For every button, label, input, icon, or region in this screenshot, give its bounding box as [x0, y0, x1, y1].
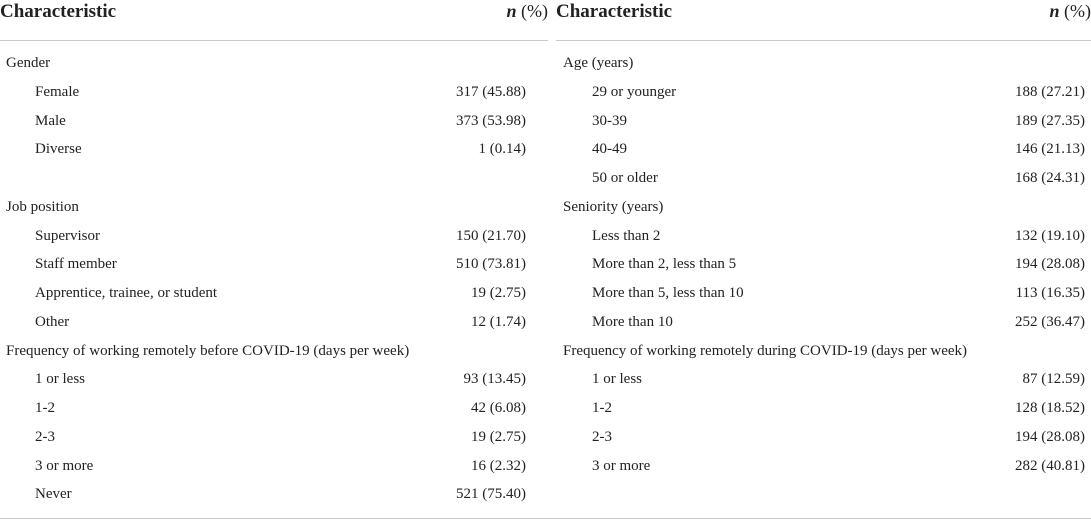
row-value: 194 (28.08)	[1015, 428, 1085, 445]
table-row: 3 or more 282 (40.81)	[563, 452, 1085, 481]
header-percent: (%)	[1059, 1, 1091, 21]
row-label: Diverse	[35, 141, 82, 158]
table-row: 50 or older 168 (24.31)	[563, 164, 1085, 193]
row-value: 282 (40.81)	[1015, 457, 1085, 474]
group-label: Seniority (years)	[563, 198, 664, 215]
table-group-row: Age (years)	[563, 49, 1085, 78]
row-value: 188 (27.21)	[1015, 83, 1085, 100]
table-row: Staff member 510 (73.81)	[6, 250, 526, 279]
header-n-percent: n (%)	[507, 1, 549, 22]
table-row: Apprentice, trainee, or student 19 (2.75)	[6, 279, 526, 308]
header-n-symbol: n	[1049, 1, 1060, 21]
table-row: More than 10 252 (36.47)	[563, 308, 1085, 337]
table-row: Diverse 1 (0.14)	[6, 135, 526, 164]
row-value: 42 (6.08)	[471, 400, 526, 416]
row-value: 168 (24.31)	[1015, 170, 1085, 186]
table-row: More than 5, less than 10 113 (16.35)	[563, 279, 1085, 308]
row-label: Male	[35, 112, 66, 129]
row-value: 194 (28.08)	[1015, 256, 1085, 273]
row-label: More than 5, less than 10	[592, 285, 744, 301]
table-group-row: Gender	[6, 49, 526, 78]
row-label: 50 or older	[592, 170, 658, 186]
header-characteristic: Characteristic	[556, 1, 673, 22]
row-label: 30-39	[592, 112, 627, 129]
table-group-row: Job position	[6, 193, 526, 222]
row-value: 12 (1.74)	[471, 313, 526, 330]
row-label: 3 or more	[592, 457, 651, 474]
row-label: More than 10	[592, 313, 673, 330]
table-row: 3 or more 16 (2.32)	[6, 452, 526, 481]
row-value: 93 (13.45)	[463, 371, 527, 388]
row-value: 19 (2.75)	[471, 428, 526, 445]
table-row: Supervisor 150 (21.70)	[6, 222, 526, 251]
row-label: 1 or less	[592, 371, 642, 388]
header-percent: (%)	[516, 1, 548, 21]
row-value: 150 (21.70)	[456, 227, 526, 244]
table-row: 1-2 128 (18.52)	[563, 394, 1085, 423]
table-group-row: Seniority (years)	[563, 193, 1085, 222]
table-row: Female 317 (45.88)	[6, 78, 526, 107]
group-label: Job position	[6, 198, 79, 215]
header-n-symbol: n	[506, 1, 517, 21]
table-row: 30-39 189 (27.35)	[563, 107, 1085, 136]
row-label: Never	[35, 486, 72, 503]
row-label: 40-49	[592, 141, 627, 158]
row-value: 189 (27.35)	[1015, 112, 1085, 129]
bottom-rule	[0, 518, 1091, 519]
row-value: 128 (18.52)	[1015, 400, 1085, 416]
row-value: 19 (2.75)	[471, 285, 526, 301]
row-value: 510 (73.81)	[456, 256, 526, 273]
row-label: Female	[35, 83, 80, 100]
table-row: 1 or less 87 (12.59)	[563, 365, 1085, 394]
table-row: Less than 2 132 (19.10)	[563, 222, 1085, 251]
table-row: Other 12 (1.74)	[6, 308, 526, 337]
row-label: 1 or less	[35, 371, 85, 388]
table-header-left: Characteristic n (%)	[0, 0, 548, 41]
row-value: 373 (53.98)	[456, 112, 526, 129]
table-row: 2-3 194 (28.08)	[563, 423, 1085, 452]
table-row: Male 373 (53.98)	[6, 107, 526, 136]
table-group-row: Frequency of working remotely during COV…	[563, 337, 1085, 366]
table-row: 29 or younger 188 (27.21)	[563, 78, 1085, 107]
row-label: 1-2	[592, 400, 612, 416]
row-value: 146 (21.13)	[1015, 141, 1085, 158]
table-row: 1-2 42 (6.08)	[6, 394, 526, 423]
row-label: Apprentice, trainee, or student	[35, 285, 218, 301]
row-label: 3 or more	[35, 457, 94, 474]
group-label: Gender	[6, 55, 51, 71]
row-value: 16 (2.32)	[471, 457, 526, 474]
right-column: Age (years) 29 or younger 188 (27.21) 30-39…	[563, 49, 1085, 480]
row-value: 1 (0.14)	[478, 141, 527, 158]
row-label: 2-3	[592, 428, 612, 445]
table-row: 2-3 19 (2.75)	[6, 423, 526, 452]
row-label: Supervisor	[35, 227, 100, 244]
row-label: 2-3	[35, 428, 55, 445]
left-column: Gender Female 317 (45.88) Male 373 (53.98) Di…	[6, 49, 526, 509]
row-value: 87 (12.59)	[1022, 371, 1086, 388]
row-label: 29 or younger	[592, 83, 677, 100]
row-value: 521 (75.40)	[456, 486, 526, 503]
row-label: Less than 2	[592, 227, 661, 244]
row-label: More than 2, less than 5	[592, 256, 737, 273]
row-value: 317 (45.88)	[456, 83, 526, 100]
group-label: Age (years)	[563, 55, 634, 71]
row-value: 252 (36.47)	[1015, 313, 1085, 330]
table-row: 40-49 146 (21.13)	[563, 135, 1085, 164]
row-value: 132 (19.10)	[1015, 227, 1085, 244]
table-group-row	[6, 164, 526, 193]
header-characteristic: Characteristic	[0, 1, 117, 22]
group-label: Frequency of working remotely before COV…	[6, 342, 410, 359]
table-row: More than 2, less than 5 194 (28.08)	[563, 250, 1085, 279]
header-n-percent: n (%)	[1050, 1, 1091, 22]
group-label: Frequency of working remotely during COV…	[563, 342, 968, 359]
table-header-right: Characteristic n (%)	[556, 0, 1091, 41]
table-group-row: Frequency of working remotely before COV…	[6, 337, 526, 366]
row-label: 1-2	[35, 400, 55, 416]
row-value: 113 (16.35)	[1015, 285, 1085, 301]
table-row: 1 or less 93 (13.45)	[6, 365, 526, 394]
row-label: Staff member	[35, 256, 117, 273]
table-row: Never 521 (75.40)	[6, 480, 526, 509]
row-label: Other	[35, 313, 70, 330]
